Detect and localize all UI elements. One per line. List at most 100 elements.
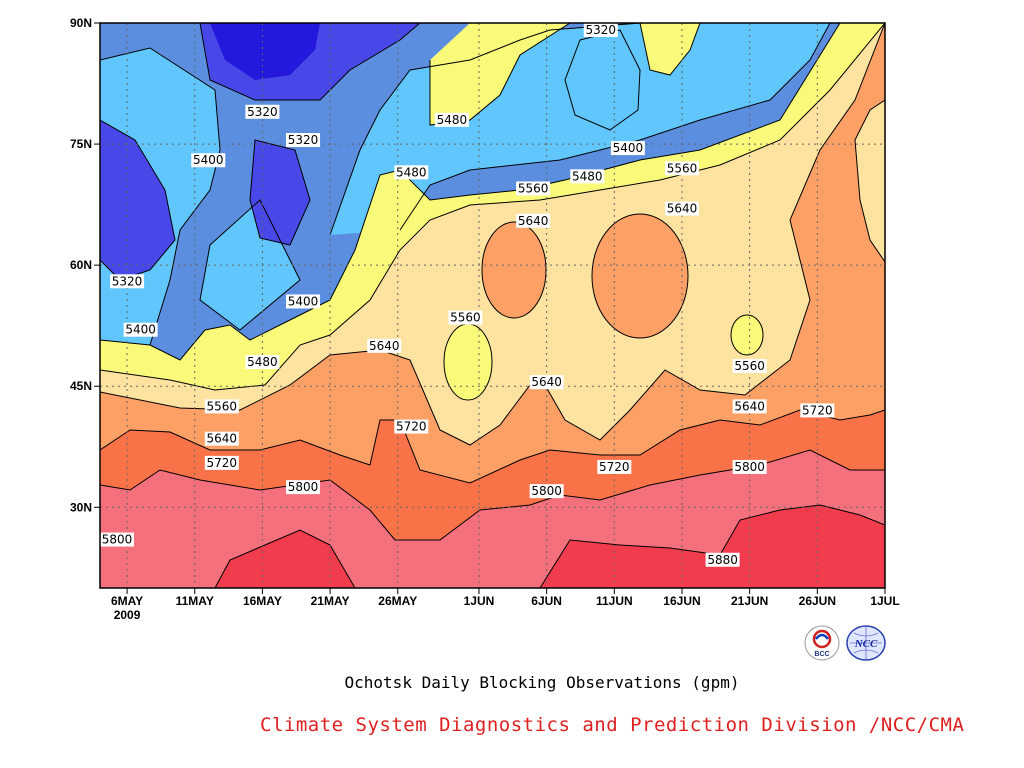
bcc-logo: BCC (804, 625, 840, 661)
contour-label-bg (529, 484, 564, 499)
contour-label: 5320 (288, 133, 319, 147)
band-5640-5720 (482, 222, 546, 318)
contour-label: 5640 (369, 339, 400, 353)
contour-label-bg (286, 133, 321, 148)
contour-label: 5720 (599, 460, 630, 474)
y-tick-label: 60N (70, 258, 92, 272)
contour-label: 5400 (613, 141, 644, 155)
contour-label: 5400 (193, 153, 224, 167)
band-below-5320 (210, 23, 320, 80)
contour-label-bg (448, 310, 483, 325)
contour-label-bg (597, 459, 632, 474)
contour-label-bg (286, 480, 321, 495)
contour-label-bg (516, 181, 551, 196)
contour-label-bg (204, 455, 239, 470)
contour-line (539, 504, 885, 588)
contour-label-bg (800, 403, 835, 418)
contour-label: 5480 (572, 169, 603, 183)
contour-label: 5560 (450, 311, 481, 325)
x-tick-label: 6JUN (531, 594, 562, 608)
contour-line (399, 23, 831, 231)
contour-label: 5720 (802, 403, 833, 417)
band-5560-5640 (731, 315, 763, 355)
y-tick-label: 90N (70, 16, 92, 30)
contour-label-bg (204, 399, 239, 414)
contour-line (214, 529, 356, 588)
contour-label: 5640 (518, 214, 549, 228)
contour-label: 5800 (531, 484, 562, 498)
x-tick-label: 16MAY (243, 594, 282, 608)
x-axis: 6MAY 11MAY 16MAY 21MAY 26MAY 1JUN 6JUN 11JUN 16J… (111, 588, 900, 608)
y-tick-label: 30N (70, 500, 92, 514)
contour-line (564, 29, 641, 131)
contour-label-bg (664, 161, 699, 176)
contour-line (329, 23, 641, 236)
contour-label-bg (245, 104, 280, 119)
contour-label-bg (732, 459, 767, 474)
contour-label: 5320 (247, 105, 278, 119)
contour-label-bg (732, 359, 767, 374)
contour-label-bg (570, 169, 605, 184)
contour-label: 5560 (518, 181, 549, 195)
band-5640-5720 (855, 100, 885, 262)
svg-text:BCC: BCC (814, 651, 829, 658)
contour-label-bg (394, 419, 429, 434)
y-tick-label: 75N (70, 137, 92, 151)
contour-line (100, 23, 885, 391)
contour-label: 5480 (396, 165, 427, 179)
contour-line (100, 409, 885, 484)
contour-label: 5400 (288, 294, 319, 308)
credit-text: Climate System Diagnostics and Predictio… (260, 714, 965, 736)
contour-label-bg (664, 201, 699, 216)
contour-line (591, 213, 689, 339)
contour-label: 5800 (102, 533, 133, 547)
contour-label-bg (516, 213, 551, 228)
contour-line (429, 23, 571, 126)
contour-label-bg (110, 274, 145, 289)
contour-label: 5560 (667, 161, 698, 175)
contour-label: 5480 (247, 355, 278, 369)
x-tick-label: 21MAY (311, 594, 350, 608)
contour-label-bg (705, 552, 740, 567)
band-5880-plus (215, 530, 355, 588)
contour-line (639, 23, 701, 76)
contour-label: 5640 (667, 202, 698, 216)
contour-label-bg (434, 112, 469, 127)
x-tick-label: 11MAY (176, 594, 214, 608)
contour-label-bg (583, 23, 618, 37)
contour-label: 5640 (207, 432, 238, 446)
contour-label: 5400 (125, 323, 156, 337)
contour-lines (100, 23, 885, 588)
contour-line (199, 23, 421, 101)
contour-label-bg (610, 141, 645, 156)
x-tick-label: 26MAY (378, 594, 417, 608)
contour-label-bg (394, 165, 429, 180)
contour-label-bg (191, 153, 226, 168)
x-tick-label: 11JUN (596, 594, 633, 608)
chart-title: Ochotsk Daily Blocking Observations (gpm… (344, 673, 740, 692)
contour-label-bg (204, 431, 239, 446)
plot-frame (99, 22, 886, 589)
contour-label: 5640 (531, 375, 562, 389)
contour-label-bg (529, 375, 564, 390)
contour-line (854, 99, 885, 263)
x-tick-label: 21JUN (731, 594, 768, 608)
contour-label: 5480 (437, 113, 468, 127)
contour-label: 5720 (396, 420, 427, 434)
y-axis: 30N 45N 60N 75N 90N (70, 16, 100, 514)
contour-line (481, 221, 547, 319)
band-5320-5400 (100, 120, 175, 280)
contour-line (199, 199, 301, 331)
contour-line (730, 314, 764, 356)
y-tick-label: 45N (70, 379, 92, 393)
x-tick-label: 1JUN (464, 594, 495, 608)
ncc-logo: NCC (846, 625, 886, 661)
contour-label: 5640 (734, 399, 765, 413)
contour-line (100, 23, 885, 446)
x-tick-label: 16JUN (663, 594, 700, 608)
contour-labels: 5320 5320 5320 5320 5400 5400 5400 5400 5480 5480… (100, 23, 835, 567)
contour-label: 5880 (707, 553, 738, 567)
contour-label-bg (367, 338, 402, 353)
band-5320-5400 (250, 140, 310, 245)
